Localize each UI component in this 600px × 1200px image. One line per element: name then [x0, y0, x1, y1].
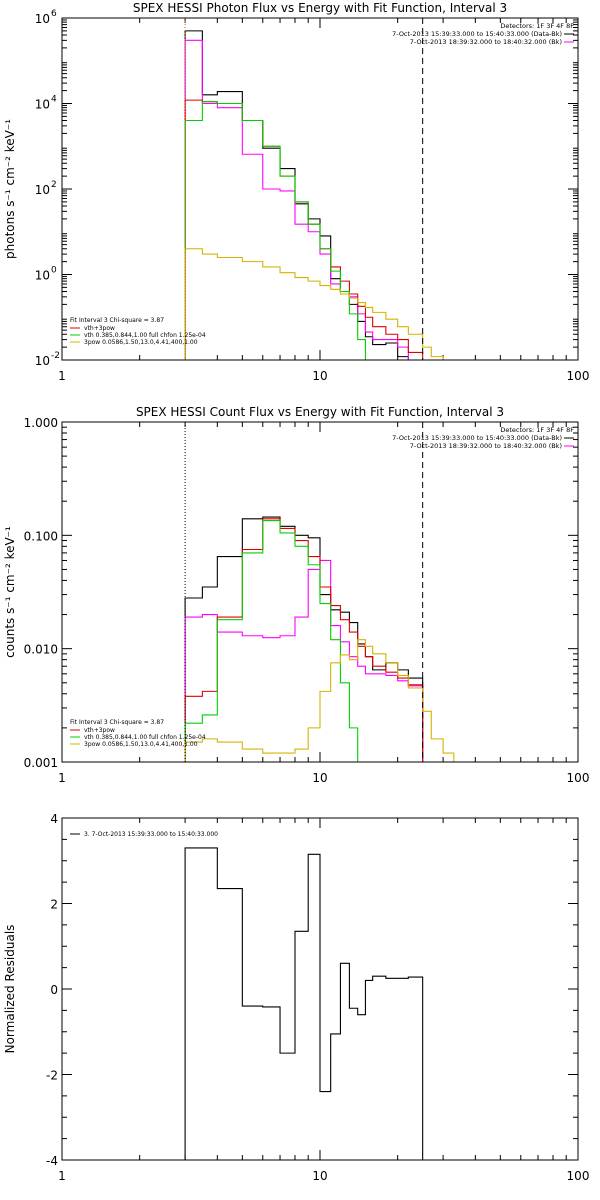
x-tick-label: 100 — [567, 369, 590, 383]
info-data-interval: 7-Oct-2013 15:39:33.000 to 15:40:33.000 … — [392, 30, 562, 38]
x-tick-label: 1 — [58, 1169, 66, 1183]
x-tick-label: 100 — [567, 771, 590, 785]
y-tick-label: 0.010 — [24, 643, 58, 657]
y-tick-label: 10 2 — [35, 180, 57, 197]
y-tick-label-base: 10 — [35, 12, 50, 26]
chart-panel-1: SPEX HESSI Photon Flux vs Energy with Fi… — [3, 1, 589, 383]
x-minor-ticks — [139, 422, 567, 762]
y-minor-ticks — [62, 19, 578, 348]
plot-frame — [61, 17, 579, 361]
y-tick-label: 0 — [50, 983, 58, 997]
y-tick-label: 10 4 — [35, 95, 57, 112]
panel-title: SPEX HESSI Count Flux vs Energy with Fit… — [136, 405, 504, 419]
chart-panel-3: Normalized Residuals 1 10 100 -4 -2 0 2 4 3. 7-Oc… — [3, 812, 589, 1183]
info-detectors: Detectors: 1F 3F 4F 8F — [500, 426, 574, 434]
info-block: Detectors: 1F 3F 4F 8F7-Oct-2013 15:39:3… — [392, 22, 574, 46]
info-bk-interval: 7-Oct-2013 18:39:32.000 to 18:40:32.000 … — [410, 442, 562, 450]
y-tick-label: 10 0 — [35, 266, 57, 283]
y-tick-label: 0.100 — [24, 529, 58, 543]
y-tick-label-base: 10 — [35, 98, 50, 112]
legend: Fit Interval 3 Chi-square = 3.87vth+3pow… — [70, 317, 206, 346]
x-tick-label: 10 — [312, 1169, 327, 1183]
info-bk-interval: 7-Oct-2013 18:39:32.000 to 18:40:32.000 … — [410, 38, 562, 46]
series-line-3 — [184, 518, 424, 762]
y-axis-label: counts s⁻¹ cm⁻² keV⁻¹ — [3, 526, 17, 658]
legend-label: 3. 7-Oct-2013 15:39:33.000 to 15:40:33.0… — [84, 831, 218, 838]
x-tick-label: 1 — [58, 369, 66, 383]
y-tick-label-base: 10 — [35, 354, 50, 368]
y-axis-label: Normalized Residuals — [3, 925, 17, 1054]
legend: Fit Interval 3 Chi-square = 3.87vth+3pow… — [70, 719, 206, 748]
x-minor-ticks — [139, 818, 567, 1160]
legend-label: vth 0.385,0.844,1.00 full chfon 1.25e-04 — [84, 332, 206, 339]
x-tick-label: 10 — [312, 369, 327, 383]
legend-label: vth+3pow — [84, 727, 115, 734]
legend-label: 3pow 0.0586,1.50,13.0,4.41,400,1.00 — [84, 741, 198, 748]
y-tick-label: -2 — [46, 1069, 58, 1083]
y-tick-label-exp: 6 — [51, 9, 57, 19]
series-group — [184, 30, 444, 360]
info-block: Detectors: 1F 3F 4F 8F7-Oct-2013 15:39:3… — [392, 426, 574, 450]
y-tick-label-exp: -2 — [51, 351, 60, 361]
series-line-2 — [184, 39, 424, 360]
info-detectors: Detectors: 1F 3F 4F 8F — [500, 22, 574, 30]
series-line-2 — [184, 559, 424, 762]
y-tick-label-exp: 0 — [51, 266, 57, 276]
plot-frame — [61, 421, 579, 763]
legend-header: Fit Interval 3 Chi-square = 3.87 — [70, 317, 164, 324]
x-minor-ticks — [139, 18, 567, 360]
y-tick-label: 10 -2 — [35, 351, 60, 368]
legend-label: vth 0.385,0.844,1.00 full chfon 1.25e-04 — [84, 734, 206, 741]
chart-panel-2: SPEX HESSI Count Flux vs Energy with Fit… — [3, 405, 589, 785]
info-data-interval: 7-Oct-2013 15:39:33.000 to 15:40:33.000 … — [392, 434, 562, 442]
y-tick-label-exp: 4 — [51, 95, 57, 105]
y-tick-label: 0.001 — [24, 756, 58, 770]
legend: 3. 7-Oct-2013 15:39:33.000 to 15:40:33.0… — [70, 831, 218, 838]
y-axis-label: photons s⁻¹ cm⁻² keV⁻¹ — [3, 119, 17, 259]
y-tick-label: 2 — [50, 898, 58, 912]
y-tick-label: 4 — [50, 812, 58, 826]
y-tick-label: -4 — [46, 1154, 58, 1168]
series-line-4 — [184, 101, 366, 360]
series-line-5 — [184, 639, 455, 762]
legend-label: vth+3pow — [84, 325, 115, 332]
y-tick-label: 1.000 — [24, 416, 58, 430]
series-group — [184, 847, 424, 1160]
y-tick-label-base: 10 — [35, 183, 50, 197]
series-line-3 — [184, 99, 424, 360]
series-line-5 — [184, 248, 444, 360]
legend-header: Fit Interval 3 Chi-square = 3.87 — [70, 719, 164, 726]
series-line-1 — [184, 847, 424, 1160]
plot-frame — [61, 817, 579, 1161]
legend-label: 3pow 0.0586,1.50,13.0,4.41,400,1.00 — [84, 339, 198, 346]
x-tick-label: 100 — [567, 1169, 590, 1183]
y-tick-label-exp: 2 — [51, 180, 57, 190]
x-tick-label: 10 — [312, 771, 327, 785]
series-line-1 — [184, 30, 424, 360]
x-tick-label: 1 — [58, 771, 66, 785]
y-minor-ticks — [62, 426, 578, 729]
series-group — [184, 516, 455, 762]
panel-title: SPEX HESSI Photon Flux vs Energy with Fi… — [133, 1, 507, 15]
series-line-1 — [184, 516, 424, 762]
series-line-4 — [184, 520, 366, 762]
y-tick-label-base: 10 — [35, 269, 50, 283]
y-tick-label: 10 6 — [35, 9, 57, 26]
